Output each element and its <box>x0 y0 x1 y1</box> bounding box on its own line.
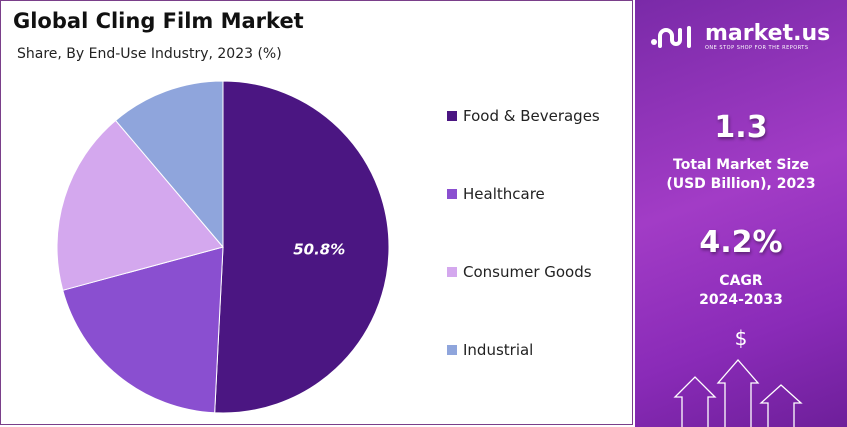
chart-title: Global Cling Film Market <box>13 9 304 33</box>
market-size-label-2: (USD Billion), 2023 <box>666 176 816 192</box>
pie-chart: 50.8% <box>56 80 390 414</box>
chart-panel: Global Cling Film Market Share, By End-U… <box>0 0 633 425</box>
legend-label: Consumer Goods <box>463 263 592 281</box>
pie-slice-food-beverages <box>214 80 390 414</box>
cagr-value: 4.2% <box>699 225 783 260</box>
arrow-up-icon <box>673 359 803 427</box>
dollar-icon: $ <box>734 326 748 350</box>
market-size-value: 1.3 <box>714 110 768 145</box>
legend-swatch <box>447 267 457 277</box>
summary-panel: market.us ONE STOP SHOP FOR THE REPORTS … <box>635 0 847 427</box>
legend-label: Healthcare <box>463 185 545 203</box>
pie-slice-consumer-goods <box>56 119 224 291</box>
data-label: 50.8% <box>293 240 345 258</box>
legend-item: Consumer Goods <box>447 263 592 281</box>
cagr-label-1: CAGR <box>719 273 763 289</box>
legend-item: Healthcare <box>447 185 545 203</box>
market-us-logo: market.us ONE STOP SHOP FOR THE REPORTS <box>649 22 830 52</box>
legend-swatch <box>447 189 457 199</box>
legend-item: Industrial <box>447 341 533 359</box>
chart-subtitle: Share, By End-Use Industry, 2023 (%) <box>17 46 282 62</box>
brand-name: market.us <box>705 21 831 46</box>
brand-tagline: ONE STOP SHOP FOR THE REPORTS <box>705 45 809 51</box>
legend-swatch <box>447 111 457 121</box>
legend-item: Food & Beverages <box>447 107 600 125</box>
logo-icon <box>651 26 691 48</box>
legend-label: Food & Beverages <box>463 107 600 125</box>
pie-slice-healthcare <box>62 246 224 414</box>
pie-slice-industrial <box>114 80 224 249</box>
legend-label: Industrial <box>463 341 534 359</box>
market-size-label-1: Total Market Size <box>673 157 809 173</box>
cagr-label-2: 2024-2033 <box>699 292 783 308</box>
legend-swatch <box>447 345 457 355</box>
